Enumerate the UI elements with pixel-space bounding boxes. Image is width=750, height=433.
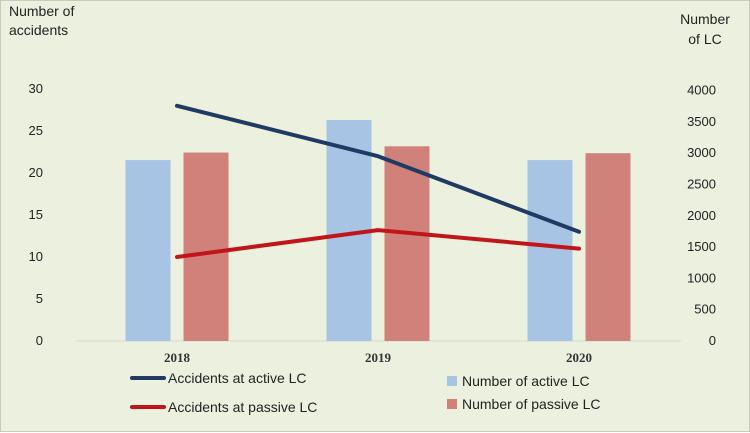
left-axis-ticks: 0 5 10 15 20 25 30 xyxy=(29,81,43,348)
right-tick-label-500: 500 xyxy=(694,302,716,317)
line-accidents-passive-lc xyxy=(175,228,581,259)
left-tick-label-20: 20 xyxy=(29,165,43,180)
legend-label-active-accidents: Accidents at active LC xyxy=(168,370,307,386)
x-tick-label-2020: 2020 xyxy=(566,350,592,365)
left-axis-title-line1: Number of xyxy=(9,3,74,19)
bar-active-lc-2018 xyxy=(125,160,171,341)
right-axis-ticks: 0 500 1000 1500 2000 2500 3000 3500 4000 xyxy=(687,83,716,348)
left-tick-label-15: 15 xyxy=(29,207,43,222)
right-axis-title-line2: of LC xyxy=(688,31,721,47)
left-tick-label-25: 25 xyxy=(29,123,43,138)
right-tick-label-2500: 2500 xyxy=(687,177,716,192)
right-tick-label-1500: 1500 xyxy=(687,239,716,254)
right-tick-label-3500: 3500 xyxy=(687,114,716,129)
legend-label-passive-lc: Number of passive LC xyxy=(462,396,601,412)
left-tick-label-5: 5 xyxy=(36,291,43,306)
right-tick-label-4000: 4000 xyxy=(687,83,716,98)
right-tick-label-1000: 1000 xyxy=(687,270,716,285)
bar-passive-lc-2019 xyxy=(384,146,430,341)
bar-active-lc-2020 xyxy=(527,160,573,341)
x-tick-label-2018: 2018 xyxy=(164,350,191,365)
x-axis-ticks: 2018 2019 2020 xyxy=(164,350,592,365)
left-axis-title-line2: accidents xyxy=(9,22,68,38)
bar-passive-lc-2018 xyxy=(183,152,229,341)
legend-label-active-lc: Number of active LC xyxy=(462,373,590,389)
right-tick-label-3000: 3000 xyxy=(687,145,716,160)
left-tick-label-10: 10 xyxy=(29,249,43,264)
legend-swatch-active-lc xyxy=(447,376,457,386)
legend-label-passive-accidents: Accidents at passive LC xyxy=(168,399,317,415)
legend: Accidents at active LC Accidents at pass… xyxy=(130,370,601,415)
right-tick-label-2000: 2000 xyxy=(687,208,716,223)
bar-group xyxy=(125,120,631,341)
left-tick-label-0: 0 xyxy=(36,333,43,348)
right-axis-title-line1: Number xyxy=(680,11,730,27)
right-tick-label-0: 0 xyxy=(709,333,716,348)
line-group xyxy=(175,103,581,259)
bar-passive-lc-2020 xyxy=(585,153,631,341)
left-tick-label-30: 30 xyxy=(29,81,43,96)
line-accidents-active-lc xyxy=(175,103,581,234)
x-tick-label-2019: 2019 xyxy=(365,350,392,365)
legend-swatch-passive-lc xyxy=(447,399,457,409)
